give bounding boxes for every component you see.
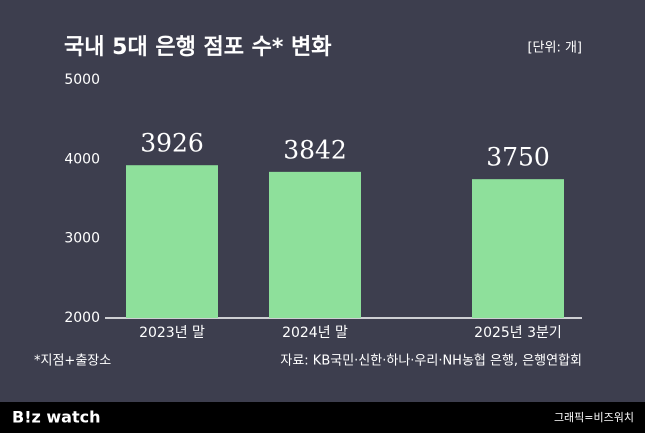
value-label: 3842	[283, 135, 347, 164]
y-tick-label: 5000	[64, 72, 100, 88]
x-tick-label: 2023년 말	[139, 325, 205, 341]
credit: 그래픽=비즈워치	[554, 411, 634, 424]
bar	[269, 171, 361, 318]
chart-title: 국내 5대 은행 점포 수* 변화	[64, 35, 332, 60]
footnote: *지점+출장소	[34, 354, 111, 369]
x-tick-label: 2025년 3분기	[474, 325, 562, 341]
bar	[472, 179, 564, 318]
y-tick-label: 4000	[64, 151, 100, 167]
source: 자료: KB국민·신한·하나·우리·NH농협 은행, 은행연합회	[280, 353, 582, 369]
y-tick-label: 3000	[64, 231, 100, 247]
unit: [단위: 개]	[527, 41, 582, 56]
value-label: 3926	[140, 129, 204, 158]
footer-bar	[0, 402, 645, 433]
bar	[126, 165, 218, 318]
value-label: 3750	[486, 143, 550, 172]
x-tick-label: 2024년 말	[282, 325, 348, 341]
y-tick-label: 2000	[64, 310, 100, 326]
brand: B!z watch	[12, 408, 100, 427]
